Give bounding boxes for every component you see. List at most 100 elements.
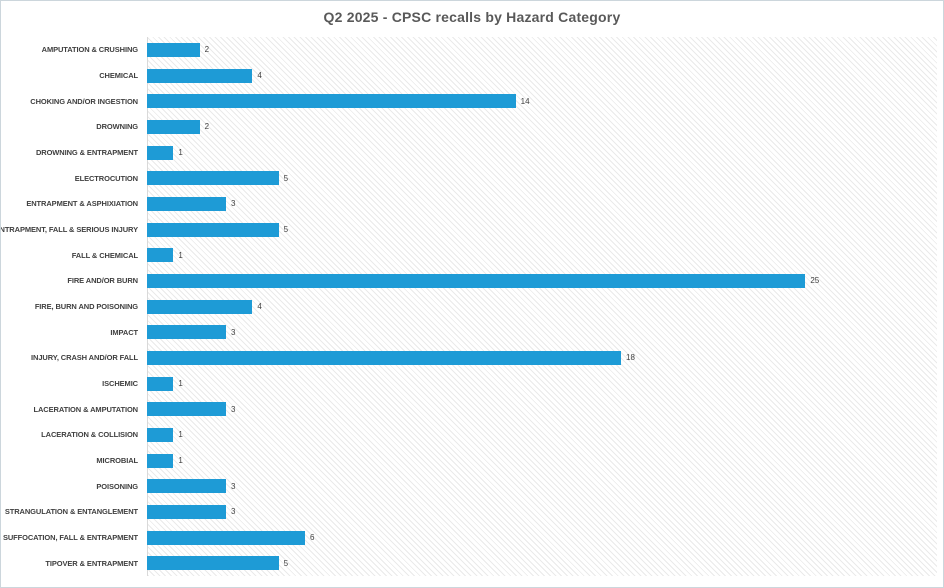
category-label: INJURY, CRASH AND/OR FALL xyxy=(31,353,138,363)
bar xyxy=(147,325,226,340)
chart-title: Q2 2025 - CPSC recalls by Hazard Categor… xyxy=(323,9,621,25)
value-label: 3 xyxy=(231,327,236,337)
bar xyxy=(147,145,174,160)
category-label: STRANGULATION & ENTANGLEMENT xyxy=(4,507,138,517)
bar xyxy=(147,94,516,109)
bar-track: 1 xyxy=(147,140,937,166)
value-label: 25 xyxy=(810,276,820,286)
chart-row: DROWNING 2 xyxy=(1,114,937,140)
value-label: 3 xyxy=(231,507,236,517)
chart-row: POISONING 3 xyxy=(1,473,937,499)
chart-row: ENTRAPMENT, FALL & SERIOUS INJURY 5 xyxy=(1,217,937,243)
bar-track: 5 xyxy=(147,165,937,191)
bar-track: 6 xyxy=(147,525,937,551)
bar-track: 1 xyxy=(147,371,937,397)
chart-row: MICROBIAL 1 xyxy=(1,448,937,474)
value-label: 18 xyxy=(626,353,635,363)
value-label: 2 xyxy=(204,122,210,132)
bar-track: 2 xyxy=(147,114,937,140)
chart-row: DROWNING & ENTRAPMENT 1 xyxy=(1,140,937,166)
bar-track: 3 xyxy=(147,499,937,525)
value-label: 5 xyxy=(283,225,289,235)
value-label: 3 xyxy=(231,481,236,491)
category-label: ELECTROCUTION xyxy=(74,173,138,183)
category-label: ISCHEMIC xyxy=(102,379,138,389)
chart-row: CHOKING AND/OR INGESTION 14 xyxy=(1,88,937,114)
category-label: FIRE, BURN AND POISONING xyxy=(34,302,138,312)
category-label: FALL & CHEMICAL xyxy=(71,250,138,260)
value-label: 6 xyxy=(310,533,315,543)
bar-track: 25 xyxy=(147,268,937,294)
category-label: TIPOVER & ENTRAPMENT xyxy=(45,558,138,568)
chart-row: TIPOVER & ENTRAPMENT 5 xyxy=(1,550,937,576)
bar-track: 3 xyxy=(147,319,937,345)
category-label: SUFFOCATION, FALL & ENTRAPMENT xyxy=(2,533,138,543)
chart-row: SUFFOCATION, FALL & ENTRAPMENT 6 xyxy=(1,525,937,551)
category-label: DROWNING xyxy=(96,122,138,132)
chart-row: STRANGULATION & ENTANGLEMENT 3 xyxy=(1,499,937,525)
bar xyxy=(147,427,174,442)
bar xyxy=(147,504,226,519)
chart-row: INJURY, CRASH AND/OR FALL 18 xyxy=(1,345,937,371)
category-label: POISONING xyxy=(96,481,138,491)
category-label: CHEMICAL xyxy=(99,71,138,80)
bar xyxy=(147,530,305,545)
chart-row: ISCHEMIC 1 xyxy=(1,371,937,397)
bar-track: 18 xyxy=(147,345,937,371)
bar-track: 3 xyxy=(147,191,937,217)
bar xyxy=(147,68,253,83)
chart-row: ELECTROCUTION 5 xyxy=(1,165,937,191)
bar xyxy=(147,42,200,57)
bar xyxy=(147,402,226,417)
chart-row: ENTRAPMENT & ASPHIXIATION 3 xyxy=(1,191,937,217)
value-label: 14 xyxy=(520,96,530,106)
bar xyxy=(147,376,174,391)
bar xyxy=(147,299,253,314)
bar-track: 5 xyxy=(147,217,937,243)
bar-track: 1 xyxy=(147,448,937,474)
bar xyxy=(147,248,174,263)
value-label: 1 xyxy=(178,148,183,158)
chart-row: FIRE, BURN AND POISONING 4 xyxy=(1,294,937,320)
category-label: IMPACT xyxy=(110,327,138,337)
bar-track: 2 xyxy=(147,37,937,63)
bar xyxy=(147,196,226,211)
category-label: ENTRAPMENT & ASPHIXIATION xyxy=(26,199,138,209)
category-label: ENTRAPMENT, FALL & SERIOUS INJURY xyxy=(0,225,138,235)
plot-area xyxy=(147,37,937,576)
bar xyxy=(147,350,621,365)
bar-track: 4 xyxy=(147,294,937,320)
bar xyxy=(147,453,174,468)
chart-row: LACERATION & AMPUTATION 3 xyxy=(1,396,937,422)
chart-row: FIRE AND/OR BURN 25 xyxy=(1,268,937,294)
value-label: 3 xyxy=(231,199,236,209)
category-label: FIRE AND/OR BURN xyxy=(67,276,138,286)
value-label: 5 xyxy=(283,558,289,568)
bar-track: 1 xyxy=(147,422,937,448)
bar-track: 3 xyxy=(147,473,937,499)
value-label: 1 xyxy=(178,456,183,466)
bar-track: 4 xyxy=(147,63,937,89)
bar-track: 14 xyxy=(147,88,937,114)
value-label: 3 xyxy=(231,404,236,414)
value-label: 1 xyxy=(178,250,183,260)
chart-row: AMPUTATION & CRUSHING 2 xyxy=(1,37,937,63)
chart-row: CHEMICAL 4 xyxy=(1,63,937,89)
bar xyxy=(147,556,279,571)
category-label: LACERATION & AMPUTATION xyxy=(33,404,139,414)
bar xyxy=(147,222,279,237)
bar-rows: AMPUTATION & CRUSHING 2 CHEMICAL 4 CHOKING A… xyxy=(1,37,937,576)
chart-row: FALL & CHEMICAL 1 xyxy=(1,242,937,268)
bar-track: 5 xyxy=(147,550,937,576)
category-label: MICROBIAL xyxy=(96,456,138,466)
category-label: LACERATION & COLLISION xyxy=(41,430,138,440)
value-label: 5 xyxy=(283,173,289,183)
bar xyxy=(147,171,279,186)
category-label: AMPUTATION & CRUSHING xyxy=(41,45,138,55)
bar xyxy=(147,119,200,134)
value-label: 1 xyxy=(178,430,183,440)
category-label: CHOKING AND/OR INGESTION xyxy=(30,96,138,106)
chart-row: IMPACT 3 xyxy=(1,319,937,345)
bar xyxy=(147,479,226,494)
